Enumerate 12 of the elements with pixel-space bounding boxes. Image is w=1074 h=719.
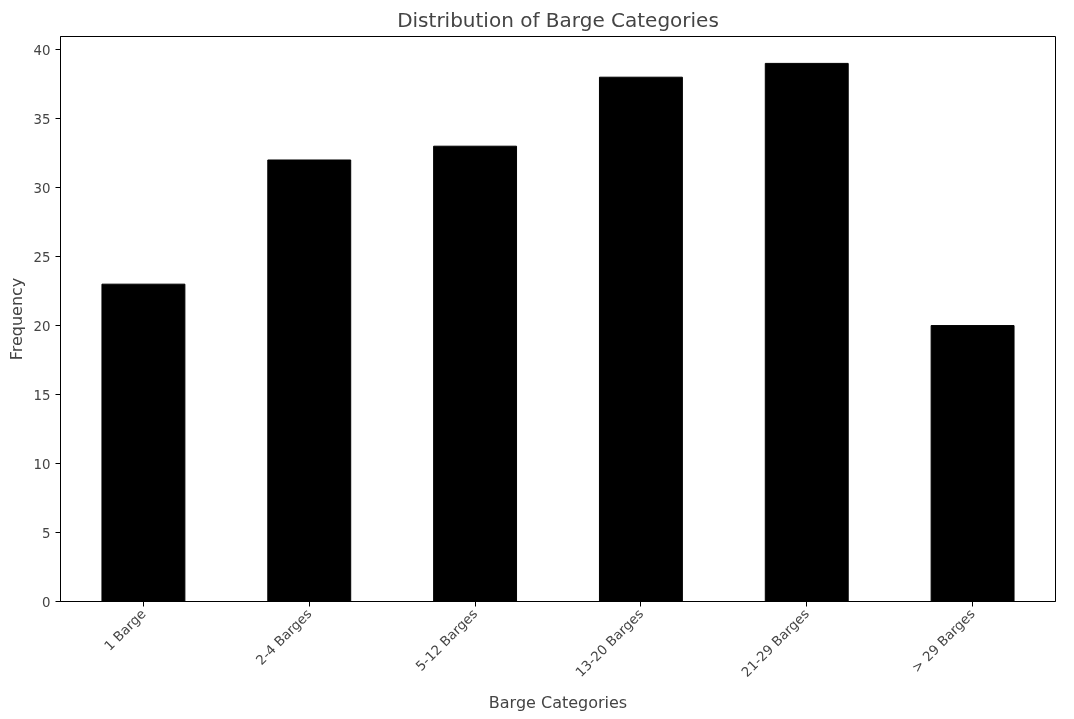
- y-tick-label: 10: [33, 456, 51, 472]
- x-axis-title: Barge Categories: [488, 693, 628, 713]
- y-tick-label: 40: [33, 42, 51, 58]
- y-tick-label: 5: [42, 525, 51, 541]
- y-tick-label: 35: [33, 111, 51, 127]
- y-tick-label: 30: [33, 180, 51, 196]
- y-tick-label: 20: [33, 318, 51, 334]
- y-axis-title: Frequency: [6, 277, 26, 361]
- y-tick-label: 0: [42, 594, 51, 610]
- chart-title: Distribution of Barge Categories: [397, 7, 719, 32]
- y-tick-label: 25: [33, 249, 51, 265]
- y-tick-label: 15: [33, 387, 51, 403]
